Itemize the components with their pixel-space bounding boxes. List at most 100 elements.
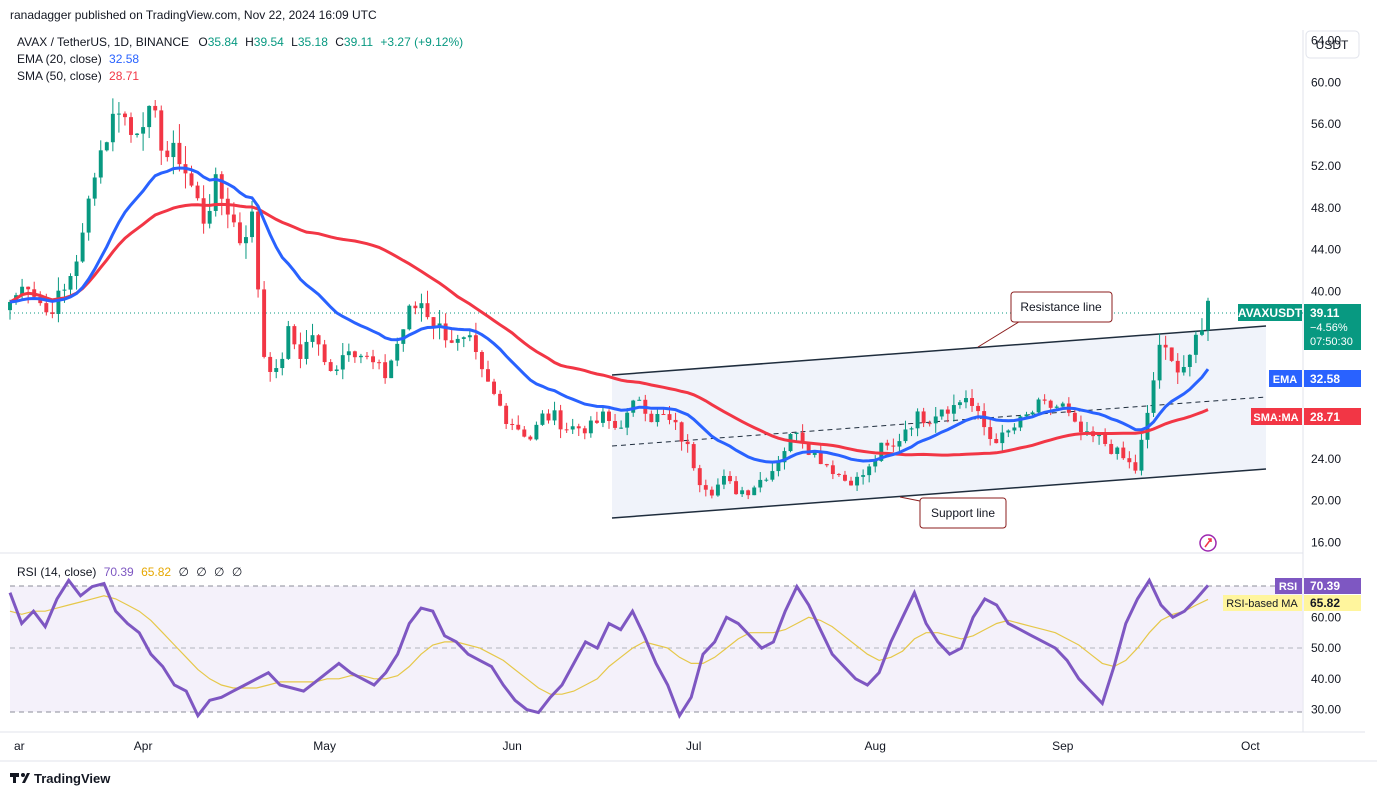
currency-button[interactable] (1305, 30, 1360, 59)
tradingview-logo-icon (10, 773, 30, 783)
h-value: 39.54 (254, 35, 284, 49)
candle-body (522, 429, 527, 437)
candle-body (988, 427, 993, 440)
ema-tag-value: 32.58 (1310, 372, 1340, 386)
candle-body (1109, 443, 1114, 454)
support-line[interactable] (611, 468, 1267, 519)
candle-body (570, 426, 575, 430)
candle-body (50, 312, 55, 314)
candle-body (498, 393, 503, 406)
candle-body (1085, 431, 1089, 433)
price-tick-label: 16.00 (1311, 536, 1341, 550)
candle-body (1048, 400, 1053, 408)
candle-body (843, 474, 847, 481)
candle-body (715, 484, 720, 496)
time-tick-label: Sep (1052, 739, 1074, 753)
candle-body (594, 420, 599, 423)
o-label: O (198, 35, 207, 49)
change-value: +3.27 (+9.12%) (380, 35, 463, 49)
price-tick-label: 60.00 (1311, 75, 1341, 89)
time-tick-label: Aug (865, 739, 886, 753)
candle-body (461, 337, 466, 339)
candle-body (1193, 334, 1198, 355)
candle-body (673, 419, 678, 423)
candle-body (449, 340, 454, 343)
rsi-tick-label: 30.00 (1311, 703, 1341, 717)
candle-body (1012, 427, 1017, 431)
candle-body (92, 177, 97, 199)
symbol-line: AVAX / TetherUS, 1D, BINANCE (17, 35, 189, 49)
rsi-ma-line (9, 595, 1209, 695)
last-price-change: −4.56% (1310, 322, 1348, 334)
candle-body (328, 362, 333, 372)
candle-body (933, 416, 938, 424)
candle-body (280, 358, 285, 369)
candle-body (855, 476, 860, 486)
price-tick-label: 20.00 (1311, 494, 1341, 508)
candle-body (135, 133, 140, 135)
ema-tag-value-box (1304, 370, 1361, 387)
sma-tag-label: SMA:MA (1253, 412, 1298, 424)
candle-body (782, 451, 787, 463)
candle-body (104, 142, 109, 151)
candle-body (473, 335, 478, 353)
price-tick-label: 56.00 (1311, 117, 1341, 131)
candle-body (1018, 416, 1023, 428)
candle-body (334, 369, 339, 372)
resistance-callout[interactable] (1010, 291, 1113, 323)
candle-body (8, 301, 12, 311)
candle-body (909, 428, 914, 430)
candle-body (770, 471, 775, 480)
candle-body (98, 150, 103, 178)
candle-body (346, 351, 351, 356)
candle-body (129, 117, 133, 135)
time-tick-label: May (313, 739, 336, 753)
candle-body (304, 341, 309, 359)
rsi-legend-label: RSI (14, close) (17, 565, 96, 579)
time-tick-label: Jun (503, 739, 522, 753)
candle-body (1187, 354, 1192, 367)
candle-body (510, 423, 515, 425)
rsi-tag-label-box (1275, 578, 1302, 594)
candle-body (492, 381, 497, 394)
candle-body (915, 411, 920, 429)
candle-body (80, 232, 85, 262)
candle-body (26, 286, 31, 290)
candle-body (800, 432, 805, 443)
candle-body (195, 185, 200, 199)
symbol-tag-text: AVAXUSDT (1238, 306, 1303, 320)
candle-body (619, 427, 624, 429)
candle-body (976, 405, 981, 412)
resistance-callout-text: Resistance line (1020, 300, 1102, 314)
candle-body (268, 356, 273, 372)
support-callout[interactable] (919, 497, 1007, 529)
candle-body (383, 362, 388, 379)
rsi-tick-label: 40.00 (1311, 672, 1341, 686)
alert-icon[interactable] (1199, 534, 1217, 552)
ema-legend-label: EMA (20, close) (17, 52, 102, 66)
candle-body (1060, 403, 1065, 407)
candle-body (292, 326, 297, 345)
candle-body (927, 423, 932, 425)
ema-tag-label-box (1269, 370, 1302, 387)
candle-body (1030, 412, 1035, 415)
candle-body (1103, 433, 1108, 444)
candle-body (1121, 447, 1126, 459)
candle-body (697, 468, 702, 486)
candle-body (1139, 439, 1144, 471)
candle-body (340, 355, 345, 370)
candle-body (358, 355, 363, 358)
candle-body (1127, 458, 1132, 463)
rsi-axis-ticks: 30.00 40.00 50.00 60.00 (1311, 610, 1341, 716)
price-tick-label: 52.00 (1311, 159, 1341, 173)
candle-body (679, 422, 684, 442)
time-tick-label: Apr (134, 739, 153, 753)
resistance-line[interactable] (611, 325, 1267, 376)
candle-body (921, 411, 926, 424)
footer-brand: TradingView (34, 771, 111, 786)
rsi-tag-value: 70.39 (1310, 579, 1340, 593)
candle-body (244, 237, 248, 244)
candle-body (552, 410, 557, 421)
candle-body (885, 442, 890, 446)
